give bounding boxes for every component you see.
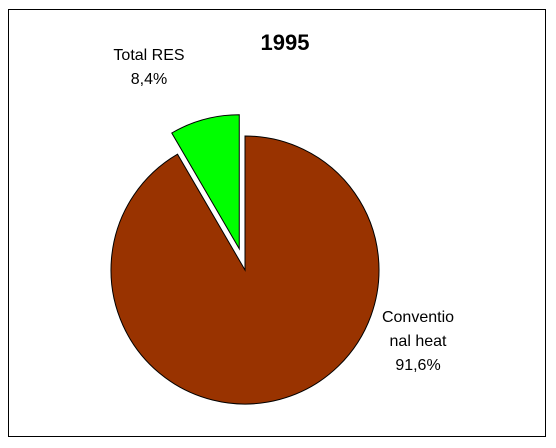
- pie-slices: [110, 114, 380, 405]
- data-label-total-res: Total RES 8,4%: [113, 47, 184, 88]
- pie-slice-conventional-heat: [110, 135, 380, 405]
- data-label-conventional-heat: Conventio nal heat 91,6%: [382, 309, 454, 374]
- chart-frame: 1995 Total RES 8,4% Conventio nal heat 91,6%: [8, 9, 546, 437]
- pie-chart: 1995 Total RES 8,4% Conventio nal heat 91,6%: [110, 30, 454, 405]
- pie-slice-total-res: [171, 114, 240, 251]
- chart-title: 1995: [261, 30, 310, 55]
- data-labels: Total RES 8,4% Conventio nal heat 91,6%: [113, 47, 454, 374]
